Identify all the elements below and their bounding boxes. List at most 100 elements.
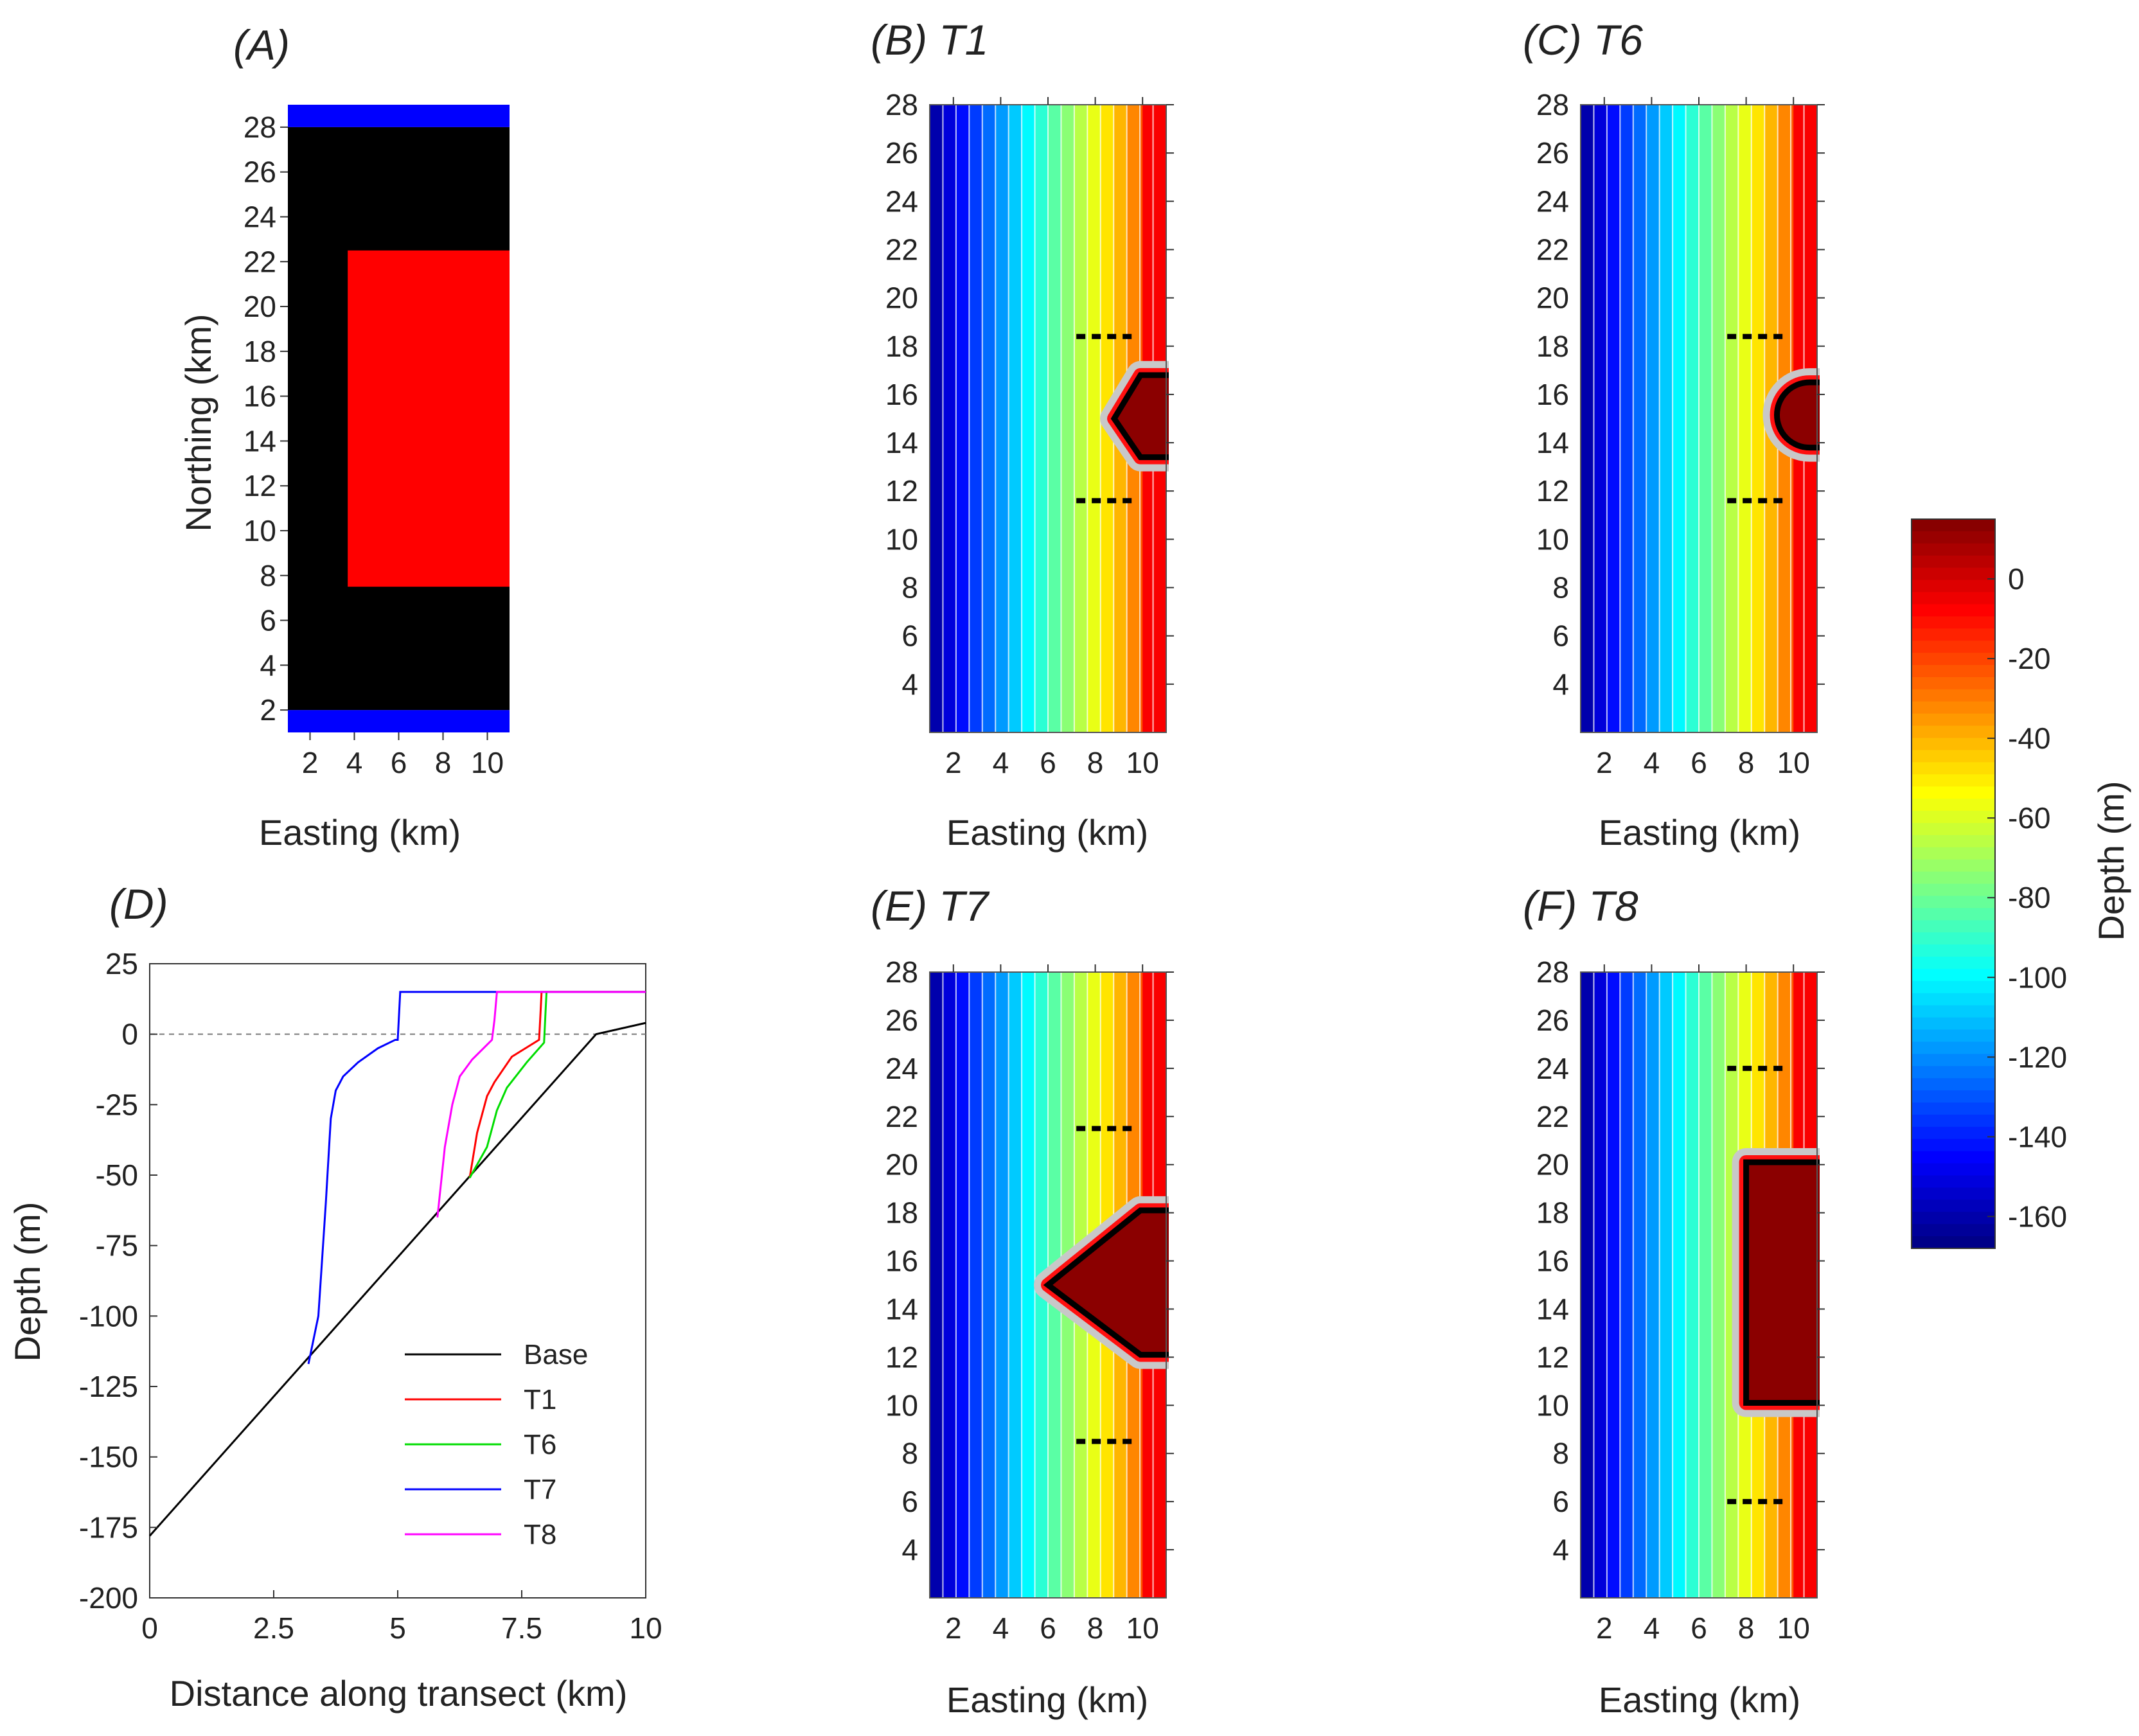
ytick-label: 16 xyxy=(1536,378,1569,411)
panel-b-title: (B) T1 xyxy=(871,16,988,64)
panel-b-xlabel: Easting (km) xyxy=(946,812,1148,853)
colorbar-band xyxy=(1912,847,1995,860)
ytick-label: 28 xyxy=(244,111,276,144)
colorbar-band xyxy=(1912,738,1995,751)
xtick-label: 2 xyxy=(302,746,319,779)
colorbar-band xyxy=(1912,750,1995,763)
depth-band xyxy=(969,972,983,1598)
panel-c-title: (C) T6 xyxy=(1523,16,1643,64)
colorbar-band xyxy=(1912,932,1995,945)
depth-band xyxy=(1646,972,1660,1598)
colorbar-band xyxy=(1912,1041,1995,1054)
ytick-label: 22 xyxy=(244,245,276,278)
panel-c-xticks: 2 4 6 8 10 xyxy=(1596,97,1810,779)
panel-b-plot xyxy=(929,104,1169,733)
ytick-label: 28 xyxy=(885,955,918,989)
ytick-label: 6 xyxy=(1552,619,1569,653)
panel-d-xticks: 0 2.5 5 7.5 10 xyxy=(141,1590,662,1645)
xtick-label: 7.5 xyxy=(501,1611,542,1645)
legend-label-t8: T8 xyxy=(524,1519,556,1550)
depth-band xyxy=(1725,972,1739,1598)
ytick-label: 4 xyxy=(260,648,276,682)
colorbar-band xyxy=(1912,1224,1995,1237)
depth-band xyxy=(1008,972,1022,1598)
panel-a-xlabel: Easting (km) xyxy=(259,812,461,853)
xtick-label: 8 xyxy=(1087,746,1104,779)
colorbar-band xyxy=(1912,1151,1995,1164)
panel-d-xlabel: Distance along transect (km) xyxy=(170,1673,628,1714)
ytick-label: 10 xyxy=(1536,522,1569,556)
colorbar-band xyxy=(1912,1236,1995,1249)
ytick-label: 26 xyxy=(244,155,276,189)
xtick-label: 10 xyxy=(1777,746,1810,779)
colorbar-band xyxy=(1912,701,1995,714)
colorbar-frame xyxy=(1911,518,1996,1249)
colorbar-band xyxy=(1912,1103,1995,1115)
ytick-label: 12 xyxy=(1536,474,1569,508)
colorbar-band xyxy=(1912,1078,1995,1091)
ytick-label: 28 xyxy=(1536,88,1569,121)
ytick-label: -200 xyxy=(79,1581,138,1615)
ytick-label: 10 xyxy=(885,1388,918,1422)
depth-band xyxy=(1593,972,1608,1598)
xtick-label: 8 xyxy=(435,746,452,779)
panel-d-title: (D) xyxy=(109,880,168,928)
xtick-label: 2.5 xyxy=(253,1611,294,1645)
structure-outline xyxy=(1110,372,1169,461)
colorbar-band xyxy=(1912,968,1995,982)
colorbar-band xyxy=(1912,980,1995,994)
colorbar-band xyxy=(1912,993,1995,1006)
ytick-label: 22 xyxy=(885,1100,918,1133)
ytick-label: 12 xyxy=(885,474,918,508)
panel-f-xlabel: Easting (km) xyxy=(1599,1679,1800,1720)
panel-a-xticks: 2 4 6 8 10 xyxy=(302,732,504,779)
colorbar-band xyxy=(1912,725,1995,739)
depth-band xyxy=(1633,105,1647,732)
panel-e-title: (E) T7 xyxy=(871,882,990,930)
ytick-label: 20 xyxy=(885,281,918,315)
depth-band xyxy=(995,105,1009,732)
ytick-label: 18 xyxy=(885,1196,918,1230)
ytick-label: -50 xyxy=(96,1158,138,1192)
xtick-label: 2 xyxy=(1596,746,1613,779)
depth-band xyxy=(1646,105,1660,732)
ytick-label: 4 xyxy=(1552,668,1569,701)
depth-band xyxy=(1673,972,1687,1598)
panel-a-plot xyxy=(288,105,510,732)
legend-label-t1: T1 xyxy=(524,1384,556,1415)
structure-fill xyxy=(1746,1162,1820,1403)
colorbar-band xyxy=(1912,1029,1995,1043)
ytick-label: 25 xyxy=(105,947,138,980)
ytick-label: 4 xyxy=(901,1533,918,1566)
depth-band xyxy=(1751,105,1765,732)
xtick-label: 4 xyxy=(993,1611,1009,1645)
xtick-label: 2 xyxy=(945,1611,962,1645)
xtick-label: 0 xyxy=(141,1611,158,1645)
colorbar: 0 -20 -40 -60 -80 -100 -120 -140 -160 Depth (m) xyxy=(1911,518,2131,1249)
colorbar-band xyxy=(1912,883,1995,897)
colorbar-tick-label: -20 xyxy=(2008,642,2050,675)
depth-band xyxy=(1581,105,1594,732)
depth-band xyxy=(1685,972,1700,1598)
ytick-label: 20 xyxy=(1536,281,1569,315)
colorbar-band xyxy=(1912,665,1995,678)
xtick-label: 4 xyxy=(346,746,363,779)
xtick-label: 4 xyxy=(1644,1611,1660,1645)
panel-b-xticks: 2 4 6 8 10 xyxy=(945,97,1159,779)
xtick-label: 10 xyxy=(471,746,504,779)
depth-band xyxy=(930,105,943,732)
colorbar-band xyxy=(1912,908,1995,921)
ytick-label: 4 xyxy=(901,668,918,701)
colorbar-band xyxy=(1912,641,1995,653)
xtick-label: 10 xyxy=(1126,746,1159,779)
colorbar-band xyxy=(1912,1163,1995,1176)
region-blue-0 xyxy=(288,105,510,127)
panel-e-xticks: 2 4 6 8 10 xyxy=(945,964,1159,1645)
panel-a-title: (A) xyxy=(233,21,290,69)
ytick-label: 8 xyxy=(901,1437,918,1470)
ytick-label: 14 xyxy=(244,424,276,457)
ytick-label: 22 xyxy=(885,233,918,266)
ytick-label: 24 xyxy=(885,1052,918,1085)
